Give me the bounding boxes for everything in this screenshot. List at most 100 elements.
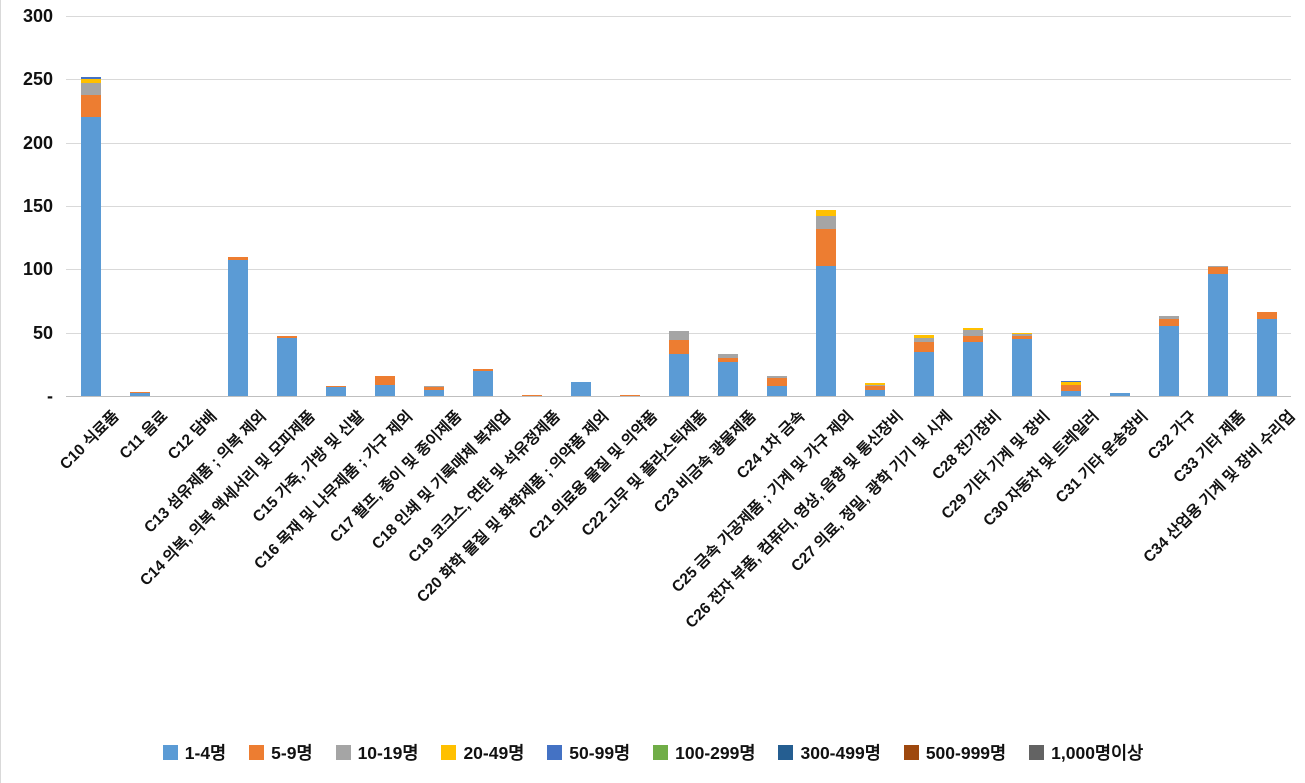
y-axis-tick-label: 250 — [22, 69, 53, 90]
legend-item: 100-299명 — [653, 740, 755, 765]
legend-swatch-icon — [1029, 745, 1045, 760]
bar-segment — [815, 228, 836, 266]
bar-segment — [962, 336, 983, 342]
bar-segment — [227, 256, 248, 261]
bar-segment — [423, 385, 444, 388]
bar-segment — [1060, 380, 1081, 383]
legend-label: 5-9명 — [271, 743, 313, 763]
bar-segment — [374, 384, 395, 396]
bar-segment — [1207, 274, 1228, 396]
bar-segment — [1011, 332, 1032, 334]
legend-item: 1,000명이상 — [1029, 740, 1143, 765]
bar-segment — [1158, 316, 1179, 319]
bar-segment — [864, 389, 885, 396]
bar-segment — [129, 392, 150, 394]
gridline — [66, 206, 1291, 207]
bar-segment — [668, 354, 689, 396]
bar-segment — [815, 216, 836, 229]
gridline — [66, 16, 1291, 17]
bar-segment — [374, 375, 395, 385]
legend-swatch-icon — [547, 745, 563, 760]
bar-segment — [864, 383, 885, 385]
legend-label: 300-499명 — [800, 743, 881, 763]
legend-item: 500-999명 — [903, 740, 1007, 765]
bar-segment — [325, 387, 346, 396]
x-axis-label: C10 식료품 — [56, 407, 123, 474]
bar-segment — [864, 384, 885, 386]
bar-segment — [472, 369, 493, 371]
bar-segment — [1060, 384, 1081, 391]
bar-segment — [1109, 393, 1130, 396]
y-axis-tick-label: 150 — [22, 196, 53, 216]
bar-segment — [521, 394, 542, 396]
bar-segment — [1011, 339, 1032, 396]
legend-swatch-icon — [335, 745, 351, 760]
bar-segment — [913, 337, 934, 342]
y-axis-tick-label: 300 — [22, 6, 53, 26]
bar-segment — [129, 393, 150, 396]
bar-segment — [1158, 326, 1179, 396]
bar-segment — [766, 385, 787, 396]
bar-segment — [423, 389, 444, 396]
bar-segment — [80, 76, 101, 80]
bar-segment — [717, 361, 738, 396]
bar-segment — [864, 385, 885, 390]
bar-segment — [913, 351, 934, 396]
bar-segment — [619, 394, 640, 396]
bar-segment — [1060, 390, 1081, 396]
bar-segment — [276, 337, 297, 396]
bar-segment — [1256, 312, 1277, 319]
legend-item: 5-9명 — [249, 740, 313, 765]
bar-segment — [1207, 266, 1228, 275]
legend-label: 50-99명 — [569, 743, 631, 763]
bar-segment — [80, 79, 101, 84]
legend-item: 50-99명 — [547, 740, 630, 765]
bar-segment — [1207, 265, 1228, 267]
gridline — [66, 79, 1291, 80]
legend-item: 20-49명 — [441, 740, 524, 765]
bar-segment — [815, 265, 836, 396]
bar-segment — [570, 382, 591, 396]
legend-label: 500-999명 — [925, 743, 1007, 763]
bar-segment — [472, 370, 493, 396]
legend-swatch-icon — [249, 745, 265, 760]
legend-item: 10-19명 — [335, 740, 419, 765]
chart-legend: 1-4명 5-9명 10-19명 20-49명 50-99명 100-299명 300-49… — [1, 740, 1305, 765]
bar-segment — [766, 375, 787, 379]
bar-segment — [962, 341, 983, 396]
bar-segment — [80, 117, 101, 396]
legend-label: 20-49명 — [463, 743, 525, 763]
bar-segment — [962, 330, 983, 337]
legend-swatch-icon — [162, 745, 178, 760]
y-axis-tick-label: 50 — [32, 322, 53, 343]
legend-label: 1-4명 — [184, 743, 227, 763]
bar-segment — [913, 341, 934, 352]
legend-label: 10-19명 — [357, 743, 419, 763]
bar-segment — [227, 260, 248, 396]
bar-segment — [423, 387, 444, 390]
bar-segment — [962, 327, 983, 331]
legend-item: 1-4명 — [162, 740, 227, 765]
bar-segment — [766, 378, 787, 386]
legend-label: 100-299명 — [675, 743, 756, 763]
bar-segment — [717, 358, 738, 362]
y-axis-tick-label: - — [47, 386, 53, 406]
bar-segment — [1011, 333, 1032, 337]
bar-segment — [1256, 318, 1277, 396]
gridline — [66, 269, 1291, 270]
bar-segment — [276, 336, 297, 338]
x-axis-label: C11 음료 — [116, 407, 172, 463]
y-axis-tick-label: 200 — [22, 132, 53, 153]
y-axis-tick-label: 100 — [22, 259, 53, 280]
bar-segment — [668, 340, 689, 355]
legend-label: 1,000명이상 — [1051, 743, 1144, 763]
bar-segment — [668, 331, 689, 341]
bar-segment — [80, 94, 101, 118]
bar-segment — [80, 83, 101, 95]
legend-swatch-icon — [653, 745, 669, 760]
bar-segment — [325, 385, 346, 388]
legend-swatch-icon — [778, 745, 794, 760]
bar-segment — [815, 209, 836, 217]
legend-swatch-icon — [441, 745, 457, 760]
